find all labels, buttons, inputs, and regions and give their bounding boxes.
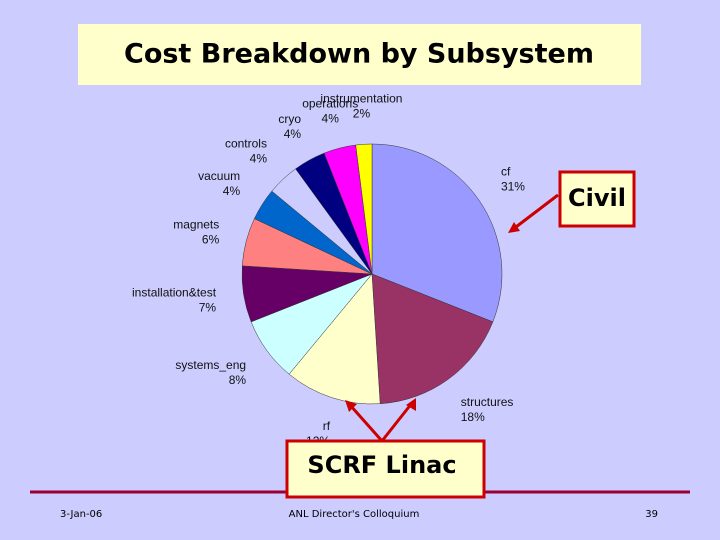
pie-slice [371,273,494,405]
slice-label: systems_eng [175,358,246,372]
slice-label: vacuum [198,169,240,183]
arrow-head [508,222,520,233]
slice-label: controls [225,137,267,151]
slice-value-label: 4% [223,184,241,198]
callout-box [285,439,486,499]
arrow-head [345,400,357,412]
footer-event: ANL Director's Colloquium [289,509,420,520]
arrow-head [406,398,416,411]
slice-value-label: 4% [250,152,268,166]
slice-label: instrumentation [320,92,402,106]
pie-slice [355,143,373,275]
slice-label: magnets [173,217,219,231]
pie-slice [288,273,381,405]
title-box [78,24,641,85]
slice-value-label: 6% [202,232,220,246]
arrow [348,404,384,442]
slice-value-label: 4% [322,111,340,125]
callout-box [558,170,636,228]
title: Cost Breakdown by Subsystem [124,39,594,70]
pie: cf31%structures18%rf12%systems_eng8%inst… [132,92,525,448]
slice-value-label: 2% [353,107,371,121]
slice-label: installation&test [132,285,217,299]
slice-value-label: 8% [229,373,247,387]
slice-value-label: 4% [284,127,302,141]
slice-label: cryo [278,112,301,126]
slice-label: rf [323,419,331,433]
slice-label: cf [501,165,511,179]
slice-label: operations [302,96,358,110]
slice-label: structures [461,395,514,409]
callout-text: Civil [568,184,626,212]
callout-text: SCRF Linac [307,451,456,479]
pie-slice [371,143,503,323]
slice-value-label: 18% [461,410,485,424]
arrow [380,402,414,442]
arrow [511,193,559,232]
slice-value-label: 7% [199,300,217,314]
footer-page: 39 [645,509,658,520]
footer-date: 3-Jan-06 [60,509,102,520]
slice-value-label: 31% [501,180,525,194]
